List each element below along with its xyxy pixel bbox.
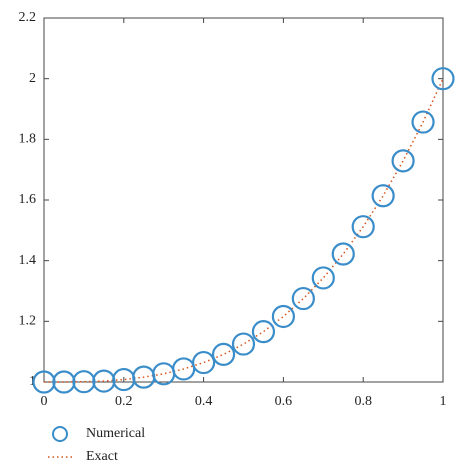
y-tick-label: 1.8: [19, 132, 37, 147]
x-tick-label: 0.2: [115, 394, 133, 409]
data-point: [431, 67, 455, 91]
y-tick-label: 2: [29, 71, 36, 86]
data-point: [211, 342, 236, 366]
data-point: [152, 362, 176, 386]
x-tick-label: 0.6: [275, 394, 293, 409]
x-tick-label: 0: [41, 394, 48, 409]
legend-marker: [52, 426, 68, 442]
legend-item: Exact: [48, 449, 118, 464]
legend-label: Exact: [86, 449, 118, 464]
y-tick-label: 1.2: [19, 314, 37, 329]
exact-line: [44, 78, 444, 383]
y-tick-label: 1.6: [19, 192, 37, 207]
data-point: [271, 304, 295, 329]
data-point: [331, 242, 355, 266]
x-tick-label: 1: [440, 394, 447, 409]
x-tick-label: 0.4: [195, 394, 213, 409]
data-point: [391, 149, 415, 173]
data-point: [351, 215, 375, 239]
data-point: [251, 320, 276, 344]
data-point: [291, 286, 315, 311]
y-tick-label: 1.4: [19, 253, 37, 268]
y-tick-label: 2.2: [19, 10, 37, 25]
data-point: [231, 332, 256, 356]
legend-label: Numerical: [86, 426, 145, 441]
plot-frame: [43, 17, 444, 383]
data-point: [311, 266, 335, 290]
x-tick-label: 0.8: [354, 394, 372, 409]
data-point: [192, 350, 216, 375]
data-point: [411, 110, 435, 134]
data-point: [371, 184, 395, 208]
legend-item: Numerical: [52, 426, 145, 442]
